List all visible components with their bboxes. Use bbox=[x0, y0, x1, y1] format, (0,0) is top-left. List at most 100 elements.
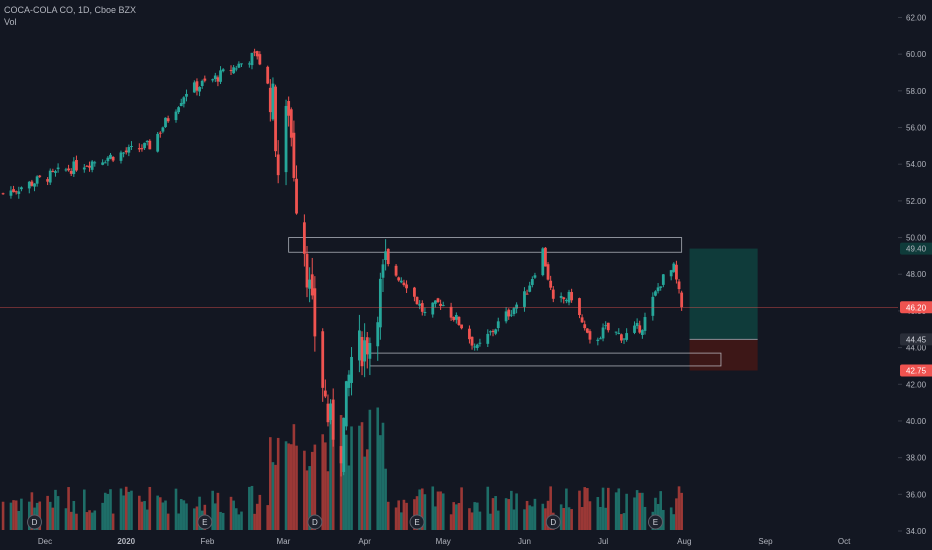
volume-bar bbox=[601, 487, 605, 530]
volume-bar bbox=[287, 443, 290, 530]
volume-bar bbox=[531, 506, 534, 530]
volume-bar bbox=[93, 510, 97, 530]
candle-body bbox=[177, 107, 181, 113]
candle-body bbox=[491, 330, 495, 332]
candle-body bbox=[232, 67, 236, 74]
candle-body bbox=[504, 311, 508, 322]
x-tick-label: Jun bbox=[518, 537, 531, 546]
candle-body bbox=[109, 154, 112, 159]
volume-bar bbox=[20, 498, 23, 530]
candle-body bbox=[596, 339, 600, 341]
event-marker-label: D bbox=[32, 518, 38, 527]
candle-body bbox=[475, 344, 479, 349]
volume-bar bbox=[140, 501, 144, 530]
candle-body bbox=[489, 331, 492, 333]
volume-bar bbox=[434, 506, 437, 530]
volume-bar bbox=[562, 508, 566, 530]
candle-body bbox=[145, 140, 149, 143]
candle-body bbox=[72, 161, 76, 175]
volume-bar bbox=[253, 513, 256, 530]
candle-body bbox=[331, 399, 335, 440]
volume-bar bbox=[182, 500, 186, 530]
candle-body bbox=[124, 150, 128, 153]
candle-body bbox=[255, 51, 259, 57]
volume-bar bbox=[384, 468, 387, 530]
volume-bar bbox=[174, 488, 178, 530]
volume-bar bbox=[303, 450, 306, 530]
volume-bar bbox=[292, 424, 296, 530]
volume-bar bbox=[240, 511, 243, 530]
candle-body bbox=[659, 286, 663, 288]
volume-bar bbox=[289, 444, 293, 530]
volume-bar bbox=[360, 422, 364, 530]
candle-body bbox=[494, 329, 498, 334]
volume-bar bbox=[638, 492, 642, 530]
volume-bar bbox=[219, 511, 222, 530]
candle-body bbox=[51, 170, 55, 172]
candle-body bbox=[394, 265, 398, 276]
candle-body bbox=[617, 332, 621, 334]
candle-body bbox=[240, 63, 243, 65]
volume-bar bbox=[544, 508, 547, 530]
volume-bar bbox=[675, 498, 678, 530]
x-tick-label: Mar bbox=[277, 537, 291, 546]
candle-body bbox=[525, 293, 529, 295]
candle-body bbox=[339, 446, 343, 464]
volume-bar bbox=[229, 496, 233, 530]
x-tick-label: May bbox=[436, 537, 451, 546]
volume-bar bbox=[250, 485, 254, 530]
volume-bar bbox=[659, 491, 662, 530]
candle-body bbox=[56, 167, 60, 170]
candle-body bbox=[638, 325, 642, 333]
candle-body bbox=[551, 289, 555, 299]
volume-bar bbox=[643, 506, 647, 530]
candle-body bbox=[93, 162, 97, 164]
volume-bar bbox=[198, 496, 201, 530]
volume-bar bbox=[614, 492, 618, 530]
price-label-tag bbox=[900, 364, 932, 377]
volume-bar bbox=[599, 506, 602, 530]
candle-body bbox=[439, 303, 443, 306]
volume-bar bbox=[358, 425, 361, 530]
volume-bar bbox=[413, 499, 416, 530]
candle-body bbox=[533, 275, 537, 278]
candle-body bbox=[544, 247, 547, 267]
candle-body bbox=[46, 179, 50, 182]
candle-body bbox=[365, 337, 369, 355]
volume-bar bbox=[127, 491, 131, 530]
volume-bar bbox=[271, 462, 275, 530]
volume-bar bbox=[12, 500, 15, 530]
volume-bar bbox=[148, 486, 152, 530]
volume-bar bbox=[51, 507, 55, 530]
volume-bar bbox=[533, 498, 537, 530]
volume-bar bbox=[604, 507, 607, 530]
candle-body bbox=[38, 175, 42, 177]
candle-body bbox=[302, 222, 306, 254]
volume-bar bbox=[119, 488, 123, 530]
x-tick-label: Apr bbox=[358, 537, 371, 546]
candle-body bbox=[541, 248, 545, 276]
volume-bar bbox=[549, 486, 552, 530]
candle-body bbox=[213, 75, 217, 80]
volume-bar bbox=[88, 510, 91, 530]
price-label-text: 42.75 bbox=[906, 367, 927, 376]
candle-body bbox=[161, 127, 165, 132]
candle-body bbox=[672, 263, 676, 272]
volume-bar bbox=[473, 502, 476, 530]
candle-body bbox=[651, 296, 655, 316]
candle-body bbox=[478, 342, 482, 344]
volume-bar bbox=[67, 487, 70, 530]
volume-bar bbox=[266, 505, 269, 530]
volume-bar bbox=[85, 512, 89, 530]
event-marker-label: E bbox=[653, 518, 658, 527]
resistance-box bbox=[288, 237, 683, 253]
volume-bar bbox=[103, 492, 107, 530]
candle-body bbox=[234, 68, 238, 70]
candle-body bbox=[321, 331, 325, 388]
volume-bar bbox=[439, 491, 442, 530]
candle-body bbox=[185, 93, 188, 97]
candle-body bbox=[85, 165, 89, 167]
volume-bar bbox=[486, 486, 490, 530]
candle-body bbox=[274, 86, 277, 152]
